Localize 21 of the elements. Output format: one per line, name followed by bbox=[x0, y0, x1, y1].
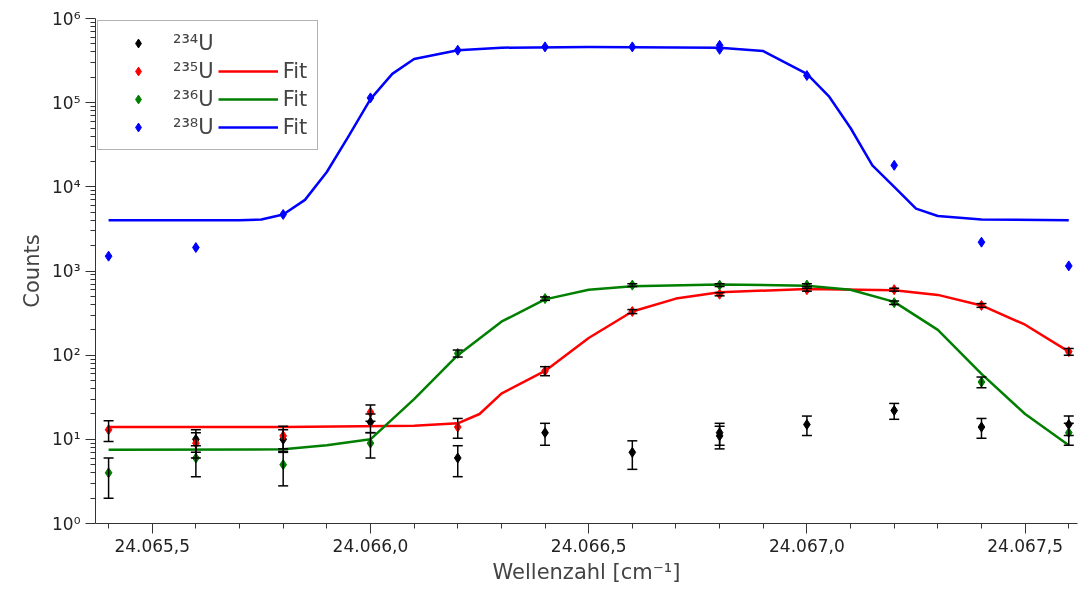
legend-label: Fit bbox=[282, 115, 308, 139]
y-tick-label: 10⁴ bbox=[52, 176, 81, 197]
x-tick-label: 24.067,5 bbox=[987, 535, 1063, 556]
y-tick-label: 10¹ bbox=[52, 429, 81, 450]
legend-label: ²³⁸U bbox=[173, 115, 214, 139]
y-tick-label: 10⁶ bbox=[52, 8, 81, 29]
legend-label: ²³⁶U bbox=[173, 87, 214, 111]
x-axis-title: Wellenzahl [cm⁻¹] bbox=[492, 559, 681, 584]
legend-label: ²³⁴U bbox=[173, 31, 214, 55]
y-tick-label: 10⁵ bbox=[52, 92, 81, 113]
y-tick-label: 10⁰ bbox=[52, 513, 81, 534]
x-tick-label: 24.066,5 bbox=[550, 535, 627, 556]
legend-label: ²³⁵U bbox=[173, 59, 214, 83]
x-tick-label: 24.065,5 bbox=[114, 535, 191, 556]
y-axis-title: Counts bbox=[20, 234, 45, 308]
legend-label: Fit bbox=[282, 87, 308, 111]
x-tick-label: 24.067,0 bbox=[769, 535, 845, 556]
y-tick-label: 10³ bbox=[52, 261, 81, 281]
x-tick-label: 24.066,0 bbox=[332, 535, 409, 556]
y-tick-label: 10² bbox=[52, 345, 81, 366]
legend-label: Fit bbox=[282, 59, 308, 83]
